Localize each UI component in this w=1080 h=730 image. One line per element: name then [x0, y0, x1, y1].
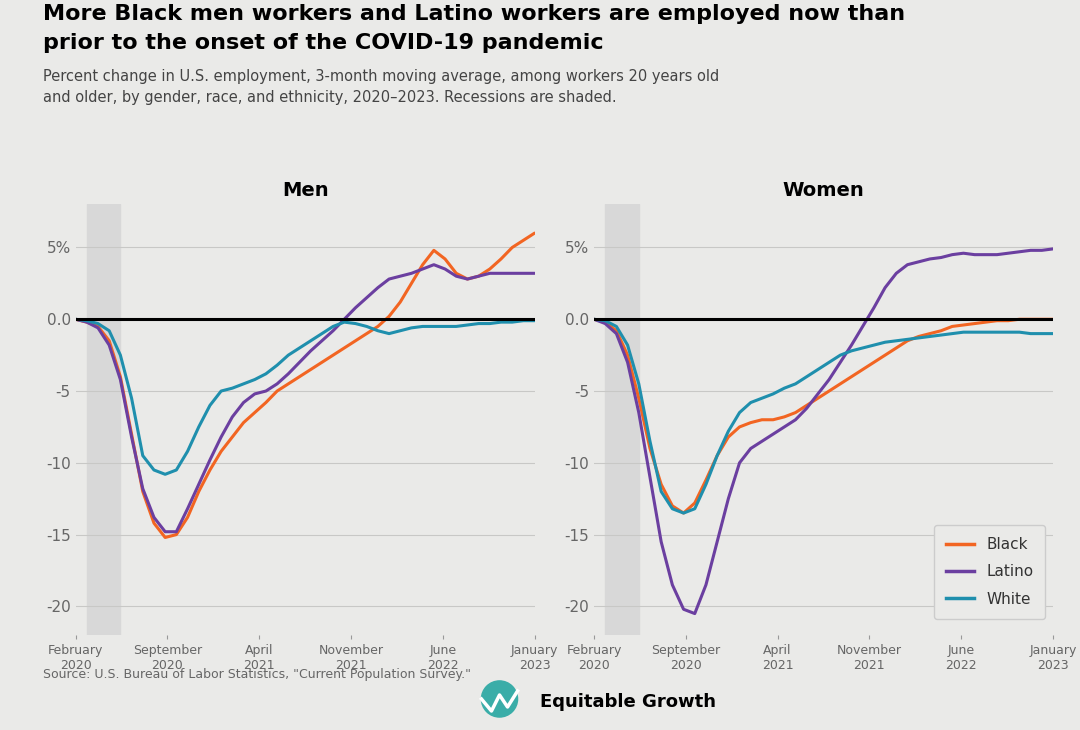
- Title: Men: Men: [282, 181, 328, 200]
- Title: Women: Women: [783, 181, 864, 200]
- Text: Source: U.S. Bureau of Labor Statistics, "Current Population Survey.": Source: U.S. Bureau of Labor Statistics,…: [43, 668, 471, 681]
- Bar: [86, 204, 120, 635]
- Text: More Black men workers and Latino workers are employed now than: More Black men workers and Latino worker…: [43, 4, 905, 23]
- Bar: [605, 204, 638, 635]
- Text: Equitable Growth: Equitable Growth: [540, 694, 716, 711]
- Text: Percent change in U.S. employment, 3-month moving average, among workers 20 year: Percent change in U.S. employment, 3-mon…: [43, 69, 719, 105]
- Text: prior to the onset of the COVID-19 pandemic: prior to the onset of the COVID-19 pande…: [43, 33, 604, 53]
- Legend: Black, Latino, White: Black, Latino, White: [934, 525, 1045, 619]
- Circle shape: [482, 681, 517, 717]
